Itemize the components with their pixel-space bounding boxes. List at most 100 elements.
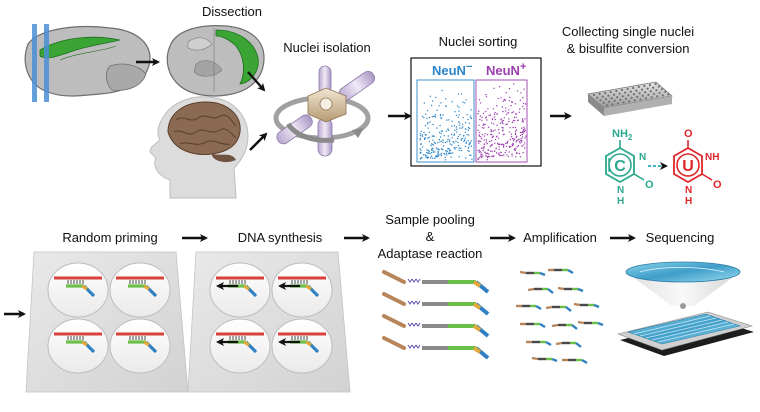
dot [432, 100, 434, 102]
dot [493, 116, 496, 118]
dot [460, 147, 462, 149]
well [632, 93, 636, 96]
dot [496, 105, 498, 107]
dot [477, 112, 479, 115]
dot [439, 141, 441, 143]
dot [496, 135, 498, 137]
well [607, 94, 610, 97]
dot [500, 97, 502, 99]
dot [448, 148, 450, 150]
dot [422, 154, 425, 156]
dot [457, 137, 459, 140]
dot [419, 158, 422, 160]
dot [486, 155, 488, 158]
dot [460, 93, 463, 95]
dot [508, 100, 510, 102]
dot [517, 145, 520, 147]
label-dissection: Dissection [202, 4, 262, 19]
well [271, 318, 333, 374]
dot [483, 123, 485, 125]
dot [461, 123, 464, 126]
dot [519, 142, 521, 144]
well [664, 90, 667, 93]
dot [486, 152, 488, 155]
dot [438, 149, 440, 151]
well [209, 318, 271, 374]
dot [519, 134, 522, 137]
gate-neun-negative [416, 79, 475, 163]
dot [437, 148, 439, 150]
well [657, 85, 660, 88]
dot [442, 145, 445, 147]
dot [491, 144, 493, 147]
dot [483, 143, 485, 145]
dot [504, 151, 506, 154]
dot [466, 113, 468, 116]
dot [477, 149, 479, 152]
well [615, 89, 618, 93]
dot [524, 118, 526, 120]
dot [434, 142, 437, 145]
dot [490, 129, 492, 131]
label-amplification: Amplification [523, 230, 597, 245]
dot [450, 152, 452, 155]
tail [407, 322, 413, 327]
dot [483, 127, 485, 129]
random-priming-panel [25, 251, 189, 393]
dot [478, 157, 481, 159]
dot [419, 137, 421, 140]
dot [477, 158, 479, 161]
dot [432, 144, 435, 146]
dot [512, 142, 514, 145]
dot [448, 139, 451, 141]
dot [492, 130, 494, 132]
dot [511, 144, 513, 146]
dot [520, 139, 522, 142]
adaptor [382, 314, 406, 328]
well [656, 95, 659, 98]
coronal-section-icon [166, 25, 265, 97]
dot [460, 139, 463, 141]
dot [491, 150, 493, 153]
dot [500, 119, 502, 121]
dot [489, 114, 492, 116]
dot [455, 126, 458, 128]
dot [522, 119, 524, 122]
dot [491, 136, 493, 139]
dot [425, 134, 427, 136]
dot [428, 131, 431, 133]
dot [510, 133, 513, 135]
label-nuclei-sorting: Nuclei sorting [439, 34, 518, 49]
dot [498, 152, 500, 154]
dot [508, 87, 511, 90]
dot [503, 154, 505, 156]
dot [435, 155, 438, 157]
cytosine-structure-icon: NH2 C N N H O [605, 128, 654, 207]
dot [440, 132, 442, 135]
dot [494, 111, 496, 114]
dot [424, 124, 427, 127]
dot [508, 118, 510, 120]
dot [468, 127, 471, 129]
dot [448, 150, 451, 152]
well [650, 96, 653, 99]
dot [419, 133, 421, 135]
dot [478, 142, 480, 144]
dot [497, 137, 500, 139]
well [644, 97, 648, 100]
dot [470, 145, 472, 147]
dot [465, 142, 467, 144]
dot [441, 89, 443, 92]
well [616, 96, 619, 99]
dot [509, 146, 511, 149]
well [271, 262, 333, 318]
dot [431, 116, 433, 118]
dot [468, 134, 470, 136]
dot [457, 93, 460, 95]
plate-wells [592, 82, 670, 107]
neun-negative-population [419, 89, 473, 161]
dot [481, 133, 483, 136]
dot [505, 107, 507, 109]
dot [428, 152, 430, 154]
dot [477, 140, 480, 142]
